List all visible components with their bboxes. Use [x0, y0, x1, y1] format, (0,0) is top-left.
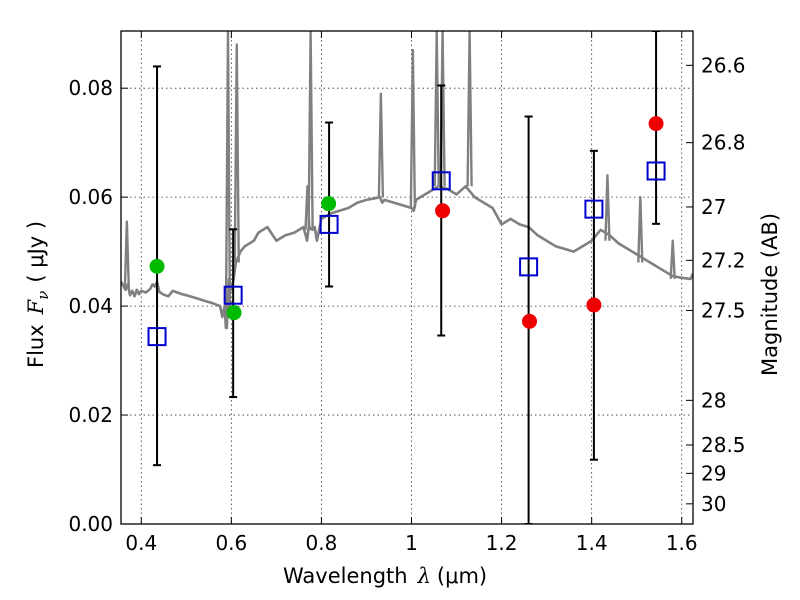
y-axis-symbol: F: [24, 298, 48, 315]
emission-line-spike: [123, 220, 131, 290]
emission-line-spike: [669, 239, 676, 279]
green-point: [321, 196, 337, 212]
blue-square-point: [584, 199, 604, 219]
x-tick-label: 0.6: [215, 531, 247, 555]
y2-tick-label: 28: [701, 388, 726, 412]
y2-axis-label: Magnitude (AB): [758, 213, 782, 376]
emission-line-spike: [377, 92, 385, 198]
y-tick-label: 0.06: [68, 185, 113, 209]
y2-tick-label: 30: [701, 492, 726, 516]
emission-line-spike: [224, 31, 232, 318]
y2-tick-label: 28.5: [701, 433, 746, 457]
plot-frame: [120, 30, 694, 525]
x-tick-label: 1: [405, 531, 418, 555]
x-tick-label: 1.6: [666, 531, 698, 555]
y2-tick-label: 26.6: [701, 53, 746, 77]
blue-square-point: [147, 327, 167, 347]
x-axis-unit: (μm): [437, 564, 487, 588]
emission-line-spike: [466, 31, 473, 187]
grid-layer: [121, 31, 693, 524]
y2-tick-label: 27: [701, 195, 726, 219]
y-axis-label: FluxFν( μJy ): [24, 221, 52, 368]
x-tick-label: 1.4: [576, 531, 608, 555]
red-point: [435, 203, 451, 219]
blue-square-point: [646, 161, 666, 181]
x-tick-label: 0.4: [125, 531, 157, 555]
y2-tick-label: 27.2: [701, 248, 746, 272]
green-point: [226, 305, 242, 321]
blue-square-point: [431, 171, 451, 191]
blue-square-point: [519, 257, 539, 277]
x-axis-label: Wavelength λ (μm): [283, 564, 487, 588]
emission-line-spike: [409, 48, 417, 209]
red-point: [648, 116, 664, 132]
x-axis-symbol: λ: [417, 564, 431, 588]
y-tick-label: 0.00: [68, 512, 113, 536]
blue-square-point: [223, 285, 243, 305]
emission-line-spike: [604, 174, 611, 241]
y-tick-label: 0.04: [68, 294, 113, 318]
y2-tick-label: 26.8: [701, 131, 746, 155]
emission-line-spike: [637, 195, 644, 263]
ticks-layer: 0.4 0.6 0.8 1 1.2 1.4 1.6 0.00 0.02 0.04 0.06 0.08 2…: [68, 31, 746, 555]
y-axis-subscript: ν: [34, 291, 52, 300]
x-tick-label: 1.2: [486, 531, 518, 555]
red-point: [522, 313, 538, 329]
emission-line-spike: [433, 31, 440, 187]
plot-layer: [121, 31, 693, 524]
y2-tick-label: 27.5: [701, 298, 746, 322]
green-point: [149, 258, 165, 274]
y2-tick-label: 29: [701, 461, 726, 485]
blue-square-point: [319, 214, 339, 234]
emission-line-spike: [233, 43, 240, 263]
red-point: [586, 297, 602, 313]
y-axis-unit: ( μJy ): [24, 221, 48, 283]
emission-line-spike: [307, 31, 314, 230]
y-tick-label: 0.02: [68, 403, 113, 427]
spectrum-line: [121, 185, 693, 330]
y-tick-label: 0.08: [68, 76, 113, 100]
x-tick-label: 0.8: [306, 531, 338, 555]
